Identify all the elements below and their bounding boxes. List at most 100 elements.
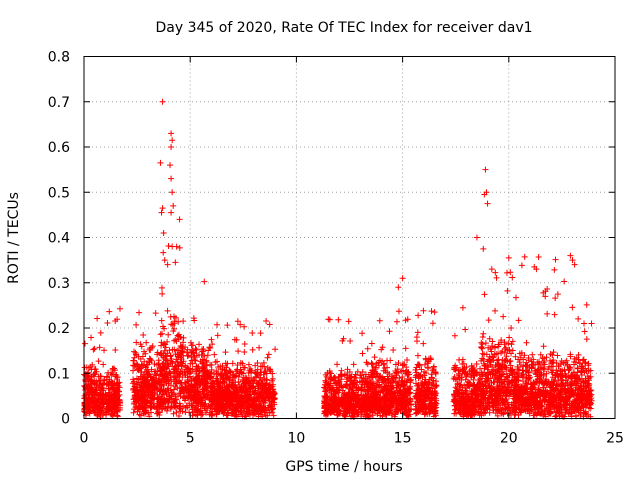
data-point [153,372,160,379]
data-point [92,398,99,405]
data-point [85,392,92,399]
data-point [429,320,436,327]
data-point [141,368,148,375]
data-point [386,328,393,335]
data-point [359,350,366,357]
data-point [176,244,183,251]
data-point [196,341,203,348]
data-point [420,307,427,314]
data-point [265,351,272,358]
data-point [98,407,105,414]
data-point [583,336,590,343]
data-point [93,368,100,375]
data-point [96,344,103,351]
data-point [152,310,159,317]
data-point [581,320,588,327]
data-point [99,412,106,419]
data-point [81,340,88,347]
data-point [263,317,270,324]
data-point [325,316,332,323]
data-point [180,318,187,325]
data-point [109,410,116,417]
data-point [222,349,229,356]
data-point [143,339,150,346]
data-point [508,341,515,348]
data-point [89,390,96,397]
data-point [334,361,341,368]
data-point [157,331,164,338]
data-point [113,408,120,415]
data-point [420,340,427,347]
data-point [116,379,123,386]
data-point [114,412,121,419]
data-point [100,361,107,368]
data-point [133,321,140,328]
data-point [130,409,137,416]
data-point [486,335,493,342]
data-point [133,375,140,382]
data-point [503,269,510,276]
data-point [371,354,378,361]
data-point [88,366,95,373]
data-point [428,308,435,315]
data-point [84,394,91,401]
data-point [368,340,375,347]
data-point [404,357,411,364]
data-point [208,336,215,343]
data-point [113,399,120,406]
data-point [148,376,155,383]
data-point [88,334,95,341]
data-point [104,381,111,388]
data-point [94,409,101,416]
data-point [257,330,264,337]
data-point [154,351,161,358]
data-point [110,382,117,389]
data-point [97,329,104,336]
data-point [395,308,402,315]
data-point [142,364,149,371]
data-point [492,307,499,314]
data-point [112,347,119,354]
data-point [507,269,514,276]
data-point [478,344,485,351]
data-point [116,305,123,312]
data-point [98,399,105,406]
data-point [350,361,357,368]
data-point [508,324,515,331]
data-point [94,411,101,418]
data-point [492,269,499,276]
data-point [569,304,576,311]
data-point [116,396,123,403]
data-point [241,341,248,348]
data-point [104,320,111,327]
data-point [137,341,144,348]
data-point [160,249,167,256]
data-point [150,403,157,410]
data-point [588,320,595,327]
data-point [115,388,122,395]
data-point [95,385,102,392]
data-point [89,361,96,368]
data-point [509,274,516,281]
data-point [141,358,148,365]
data-point [211,351,218,358]
data-point [104,406,111,413]
data-point [235,348,242,355]
data-point [504,287,511,294]
data-point [140,331,147,338]
data-point [544,310,551,317]
data-point [552,256,559,263]
data-point [151,403,158,410]
data-point [158,317,165,324]
data-point [554,291,561,298]
data-point [106,308,113,315]
data-point [208,362,215,369]
data-point [111,403,118,410]
data-point [130,378,137,385]
data-point [414,352,421,359]
data-point [90,346,97,353]
data-point [131,389,138,396]
data-point [402,345,409,352]
data-point [551,266,558,273]
